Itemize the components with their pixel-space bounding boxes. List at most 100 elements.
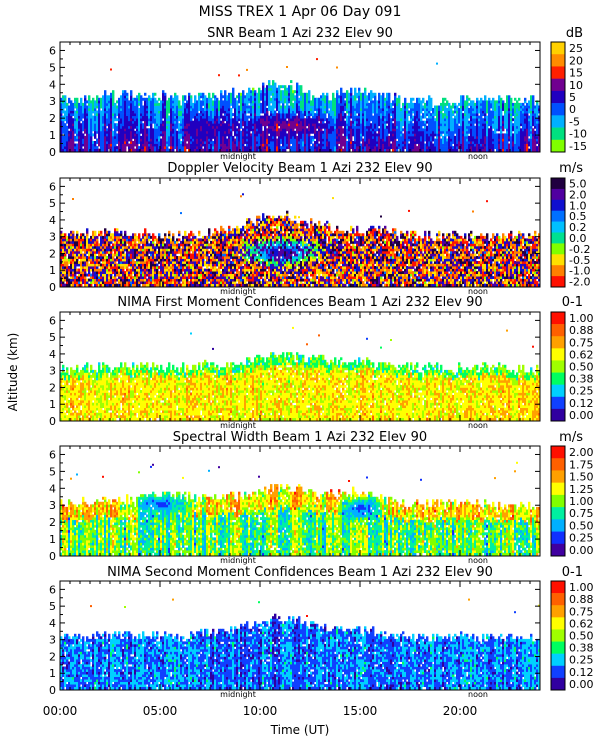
heatmap-cell xyxy=(152,95,154,98)
heatmap-cell xyxy=(80,98,82,101)
panels: SNR Beam 1 Azi 232 Elev 90 dB0123456midni… xyxy=(49,26,594,699)
heatmap-cell xyxy=(198,98,200,101)
heatmap-cell xyxy=(140,95,142,98)
heatmap-cell xyxy=(220,93,222,96)
heatmap-cell xyxy=(90,136,92,139)
heatmap-cell xyxy=(212,93,214,96)
heatmap-cell xyxy=(200,146,202,149)
heatmap-cell xyxy=(94,136,96,139)
heatmap-cell xyxy=(64,95,66,98)
heatmap-cell xyxy=(230,131,232,134)
heatmap-cell xyxy=(190,98,192,101)
heatmap-cell xyxy=(216,98,218,101)
heatmap-cell xyxy=(84,98,86,101)
heatmap-cell xyxy=(124,146,126,149)
heatmap-cell xyxy=(70,116,72,119)
heatmap-cell xyxy=(140,103,142,106)
heatmap-cell xyxy=(78,121,80,124)
heatmap-cell xyxy=(236,103,238,106)
heatmap-cell xyxy=(210,139,212,142)
heatmap-cell xyxy=(230,133,232,136)
heatmap-cell xyxy=(144,93,146,96)
heatmap-cell xyxy=(148,95,150,98)
heatmap-cell xyxy=(184,95,186,98)
heatmap-cell xyxy=(166,146,168,149)
heatmap-cell xyxy=(66,103,68,106)
heatmap-cell xyxy=(112,98,114,101)
heatmap-cell xyxy=(92,98,94,101)
heatmap-cell xyxy=(88,95,90,98)
heatmap-cell xyxy=(130,95,132,98)
heatmap-cell xyxy=(184,149,186,152)
heatmap-cell xyxy=(220,98,222,101)
heatmap-cell xyxy=(158,136,160,139)
heatmap-cell xyxy=(112,95,114,98)
heatmap-cell xyxy=(218,74,220,76)
heatmap-cell xyxy=(70,100,72,103)
heatmap-cell xyxy=(166,113,168,116)
heatmap-cell xyxy=(84,95,86,98)
heatmap-cell xyxy=(174,93,176,96)
heatmap-cell xyxy=(232,136,234,139)
heatmap-cell xyxy=(150,126,152,129)
heatmap-cell xyxy=(110,69,112,71)
panel-title: SNR Beam 1 Azi 232 Elev 90 xyxy=(207,26,393,41)
heatmap-cell xyxy=(214,95,216,98)
x-axis-label: Time (UT) xyxy=(270,723,330,737)
panel-unit: dB xyxy=(566,26,583,41)
heatmap-cell xyxy=(184,141,186,144)
heatmap-cell xyxy=(178,139,180,142)
heatmap-cell xyxy=(178,103,180,106)
heatmap-cell xyxy=(104,93,106,96)
heatmap-cell xyxy=(232,90,234,93)
heatmap-cell xyxy=(208,93,210,96)
heatmap-cell xyxy=(234,126,236,129)
heatmap-cell xyxy=(94,108,96,111)
heatmap-cell xyxy=(218,118,220,121)
heatmap-cell xyxy=(126,95,128,98)
heatmap-cell xyxy=(232,88,234,91)
heatmap-cell xyxy=(222,121,224,124)
heatmap-cell xyxy=(140,121,142,124)
heatmap-cell xyxy=(204,95,206,98)
heatmap-cell xyxy=(236,121,238,124)
heatmap-cell xyxy=(190,95,192,98)
heatmap-cell xyxy=(232,93,234,96)
heatmap-cell xyxy=(238,128,240,131)
heatmap-cell xyxy=(164,95,166,98)
heatmap-cell xyxy=(98,108,100,111)
figure-canvas: MISS TREX 1 Apr 06 Day 091 Altitude (km)… xyxy=(0,0,600,750)
heatmap-cell xyxy=(132,128,134,131)
heatmap-cell xyxy=(136,106,138,109)
heatmap-cell xyxy=(178,100,180,103)
heatmap-cell xyxy=(232,95,234,98)
heatmap-cell xyxy=(126,93,128,96)
heatmap-cell xyxy=(230,111,232,114)
heatmap-cell xyxy=(208,95,210,98)
heatmap-cell xyxy=(106,149,108,152)
heatmap-cell xyxy=(104,126,106,129)
heatmap-cell xyxy=(62,121,64,124)
heatmap-cell xyxy=(176,95,178,98)
heatmap-cell xyxy=(140,100,142,103)
heatmap-cell xyxy=(228,106,230,109)
figure-title: MISS TREX 1 Apr 06 Day 091 xyxy=(199,4,402,20)
heatmap-cell xyxy=(210,98,212,101)
heatmap-cell xyxy=(64,123,66,126)
heatmap-cell xyxy=(138,133,140,136)
heatmap-cell xyxy=(84,103,86,106)
heatmap-cell xyxy=(94,133,96,136)
heatmap-cell xyxy=(80,131,82,134)
heatmap-cell xyxy=(130,93,132,96)
heatmap-cell xyxy=(190,118,192,121)
heatmap-cell xyxy=(220,90,222,93)
heatmap-cells xyxy=(60,58,540,151)
heatmap-cell xyxy=(230,116,232,119)
heatmap-cell xyxy=(194,98,196,101)
heatmap-cell xyxy=(224,136,226,139)
heatmap-cell xyxy=(126,98,128,101)
heatmap-cell xyxy=(156,100,158,103)
heatmap-cell xyxy=(176,121,178,124)
heatmap-cell xyxy=(90,131,92,134)
heatmap-cell xyxy=(164,98,166,101)
